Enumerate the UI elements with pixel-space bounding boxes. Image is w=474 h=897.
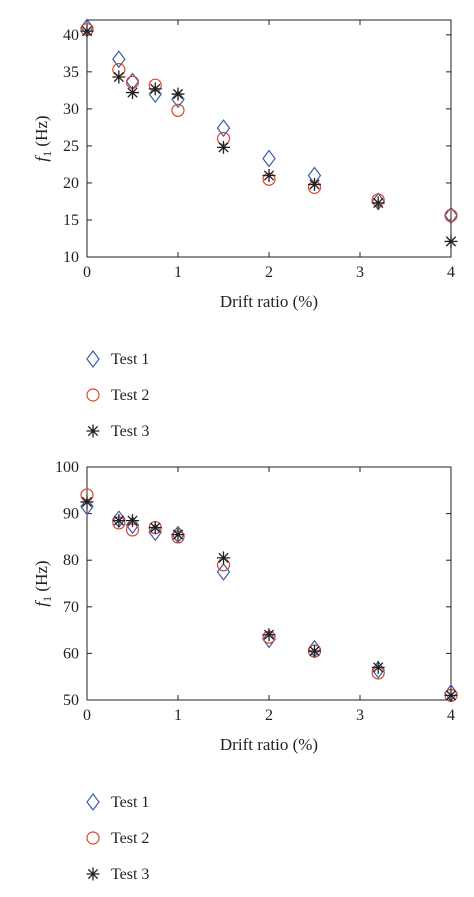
y-tick-label: 60: [63, 645, 79, 662]
x-tick-label: 4: [447, 707, 455, 724]
data-point: [112, 50, 126, 69]
series-1: [80, 18, 458, 225]
x-axis-label: Drift ratio (%): [220, 292, 318, 311]
data-point: [171, 528, 185, 542]
data-point: [444, 688, 458, 702]
y-axis-label-subscript: 1: [40, 151, 54, 157]
x-axis-label: Drift ratio (%): [220, 735, 318, 754]
y-axis-label-subscript: 1: [40, 596, 54, 602]
legend-marker: [86, 867, 100, 881]
x-tick-label: 2: [265, 264, 273, 281]
y-tick-label: 10: [63, 249, 79, 266]
data-point: [262, 169, 276, 183]
plot-frame: [86, 466, 452, 701]
legend-marker: [86, 350, 100, 368]
data-point: [262, 630, 276, 649]
data-point: [171, 90, 185, 109]
y-tick-label: 20: [63, 175, 79, 192]
data-point: [217, 140, 230, 154]
data-point: [171, 87, 185, 101]
data-point: [371, 660, 385, 674]
data-point: [216, 562, 231, 581]
y-axis-label: f1 (Hz): [32, 115, 54, 161]
data-point: [308, 644, 321, 658]
x-tick-label: 3: [356, 707, 364, 724]
data-point: [308, 177, 321, 191]
y-axis-label-unit: (Hz): [32, 560, 51, 595]
y-tick-label: 90: [63, 506, 79, 523]
data-point: [371, 196, 385, 210]
data-point: [216, 119, 231, 138]
y-tick-label: 100: [55, 459, 79, 476]
data-point: [112, 70, 126, 84]
series-3: [80, 495, 458, 702]
y-axis-label: f1 (Hz): [32, 560, 54, 606]
data-point: [80, 24, 94, 38]
legend-label: Test 3: [111, 423, 149, 440]
x-tick-label: 0: [83, 264, 91, 281]
y-tick-label: 50: [63, 692, 79, 709]
data-point: [444, 208, 458, 223]
series-2: [80, 23, 458, 223]
y-tick-label: 25: [63, 138, 79, 155]
y-tick-label: 70: [63, 599, 79, 616]
data-point: [148, 85, 162, 104]
data-point: [80, 497, 94, 516]
x-tick-label: 1: [174, 264, 182, 281]
data-point: [148, 82, 162, 96]
legend-marker: [86, 831, 100, 845]
series-3: [80, 24, 458, 248]
legend-label: Test 1: [111, 794, 149, 811]
y-axis-label-main: f: [32, 600, 51, 607]
data-point: [148, 523, 162, 542]
data-point: [125, 516, 140, 535]
y-tick-label: 80: [63, 552, 79, 569]
x-tick-label: 1: [174, 707, 182, 724]
x-tick-label: 0: [83, 707, 91, 724]
y-tick-label: 40: [63, 27, 79, 44]
legend-label: Test 1: [111, 351, 149, 368]
legend-label: Test 2: [111, 387, 149, 404]
data-point: [148, 521, 162, 535]
data-point: [262, 149, 276, 168]
x-tick-label: 2: [265, 707, 273, 724]
x-tick-label: 3: [356, 264, 364, 281]
data-point: [444, 234, 458, 248]
legend-marker: [86, 388, 100, 402]
data-point: [112, 514, 126, 528]
legend-label: Test 3: [111, 866, 149, 883]
y-tick-label: 15: [63, 212, 79, 229]
series-1: [80, 497, 458, 703]
y-axis-label-main: f: [32, 155, 51, 162]
plot-frame: [86, 19, 452, 258]
data-point: [126, 86, 139, 100]
x-tick-label: 4: [447, 264, 455, 281]
y-axis-label-unit: (Hz): [32, 115, 51, 150]
y-tick-label: 30: [63, 101, 79, 118]
legend-marker: [86, 424, 100, 438]
data-point: [80, 495, 94, 509]
data-point: [262, 628, 276, 642]
data-point: [217, 551, 230, 565]
legend-marker: [86, 793, 100, 811]
legend-label: Test 2: [111, 830, 149, 847]
data-point: [171, 103, 185, 117]
y-tick-label: 35: [63, 64, 79, 81]
data-point: [126, 514, 139, 528]
data-point: [444, 206, 458, 225]
